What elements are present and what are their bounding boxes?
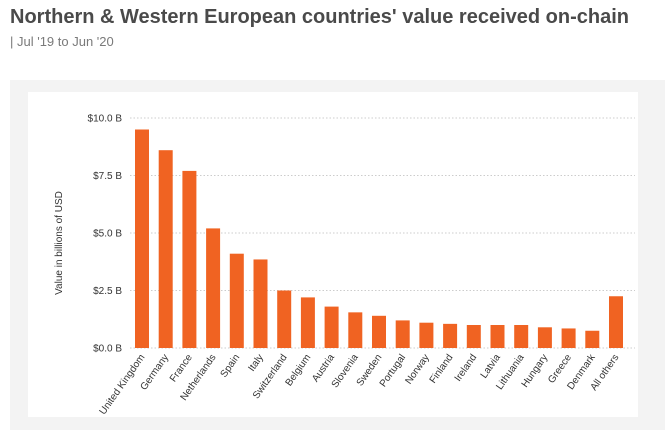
x-tick-label: Italy (246, 352, 266, 373)
x-tick-label: Ireland (453, 352, 480, 383)
y-tick-label: $10.0 B (88, 114, 123, 125)
x-tick-label: Finland (428, 352, 456, 385)
bar (490, 325, 505, 348)
chart-subtitle: | Jul '19 to Jun '20 (10, 34, 114, 49)
bar (324, 306, 339, 348)
bar (348, 312, 363, 348)
bar (135, 129, 149, 348)
bar (561, 328, 576, 348)
bar (300, 297, 315, 348)
x-tick-label: Latvia (479, 352, 504, 381)
bar (585, 330, 600, 348)
y-axis-title: Value in billions of USD (54, 191, 65, 295)
bar (277, 290, 292, 348)
bar (443, 323, 458, 348)
bar (395, 320, 410, 348)
bar (372, 315, 386, 348)
chart-title: Northern & Western European countries' v… (10, 6, 629, 28)
y-tick-label: $0.0 B (93, 344, 122, 355)
bar (466, 325, 481, 348)
bar (514, 325, 529, 348)
bar (253, 259, 268, 348)
y-tick-label: $5.0 B (93, 229, 122, 240)
bar (158, 150, 173, 348)
bar (206, 228, 221, 348)
bar (419, 322, 434, 348)
x-tick-label: Norway (403, 352, 431, 386)
bar (229, 253, 244, 348)
bar (182, 170, 197, 348)
x-tick-label: Spain (219, 352, 243, 379)
y-tick-label: $2.5 B (93, 286, 122, 297)
y-tick-label: $7.5 B (93, 171, 122, 182)
bar (537, 327, 552, 348)
plot-card (28, 92, 638, 417)
bar (609, 296, 623, 348)
